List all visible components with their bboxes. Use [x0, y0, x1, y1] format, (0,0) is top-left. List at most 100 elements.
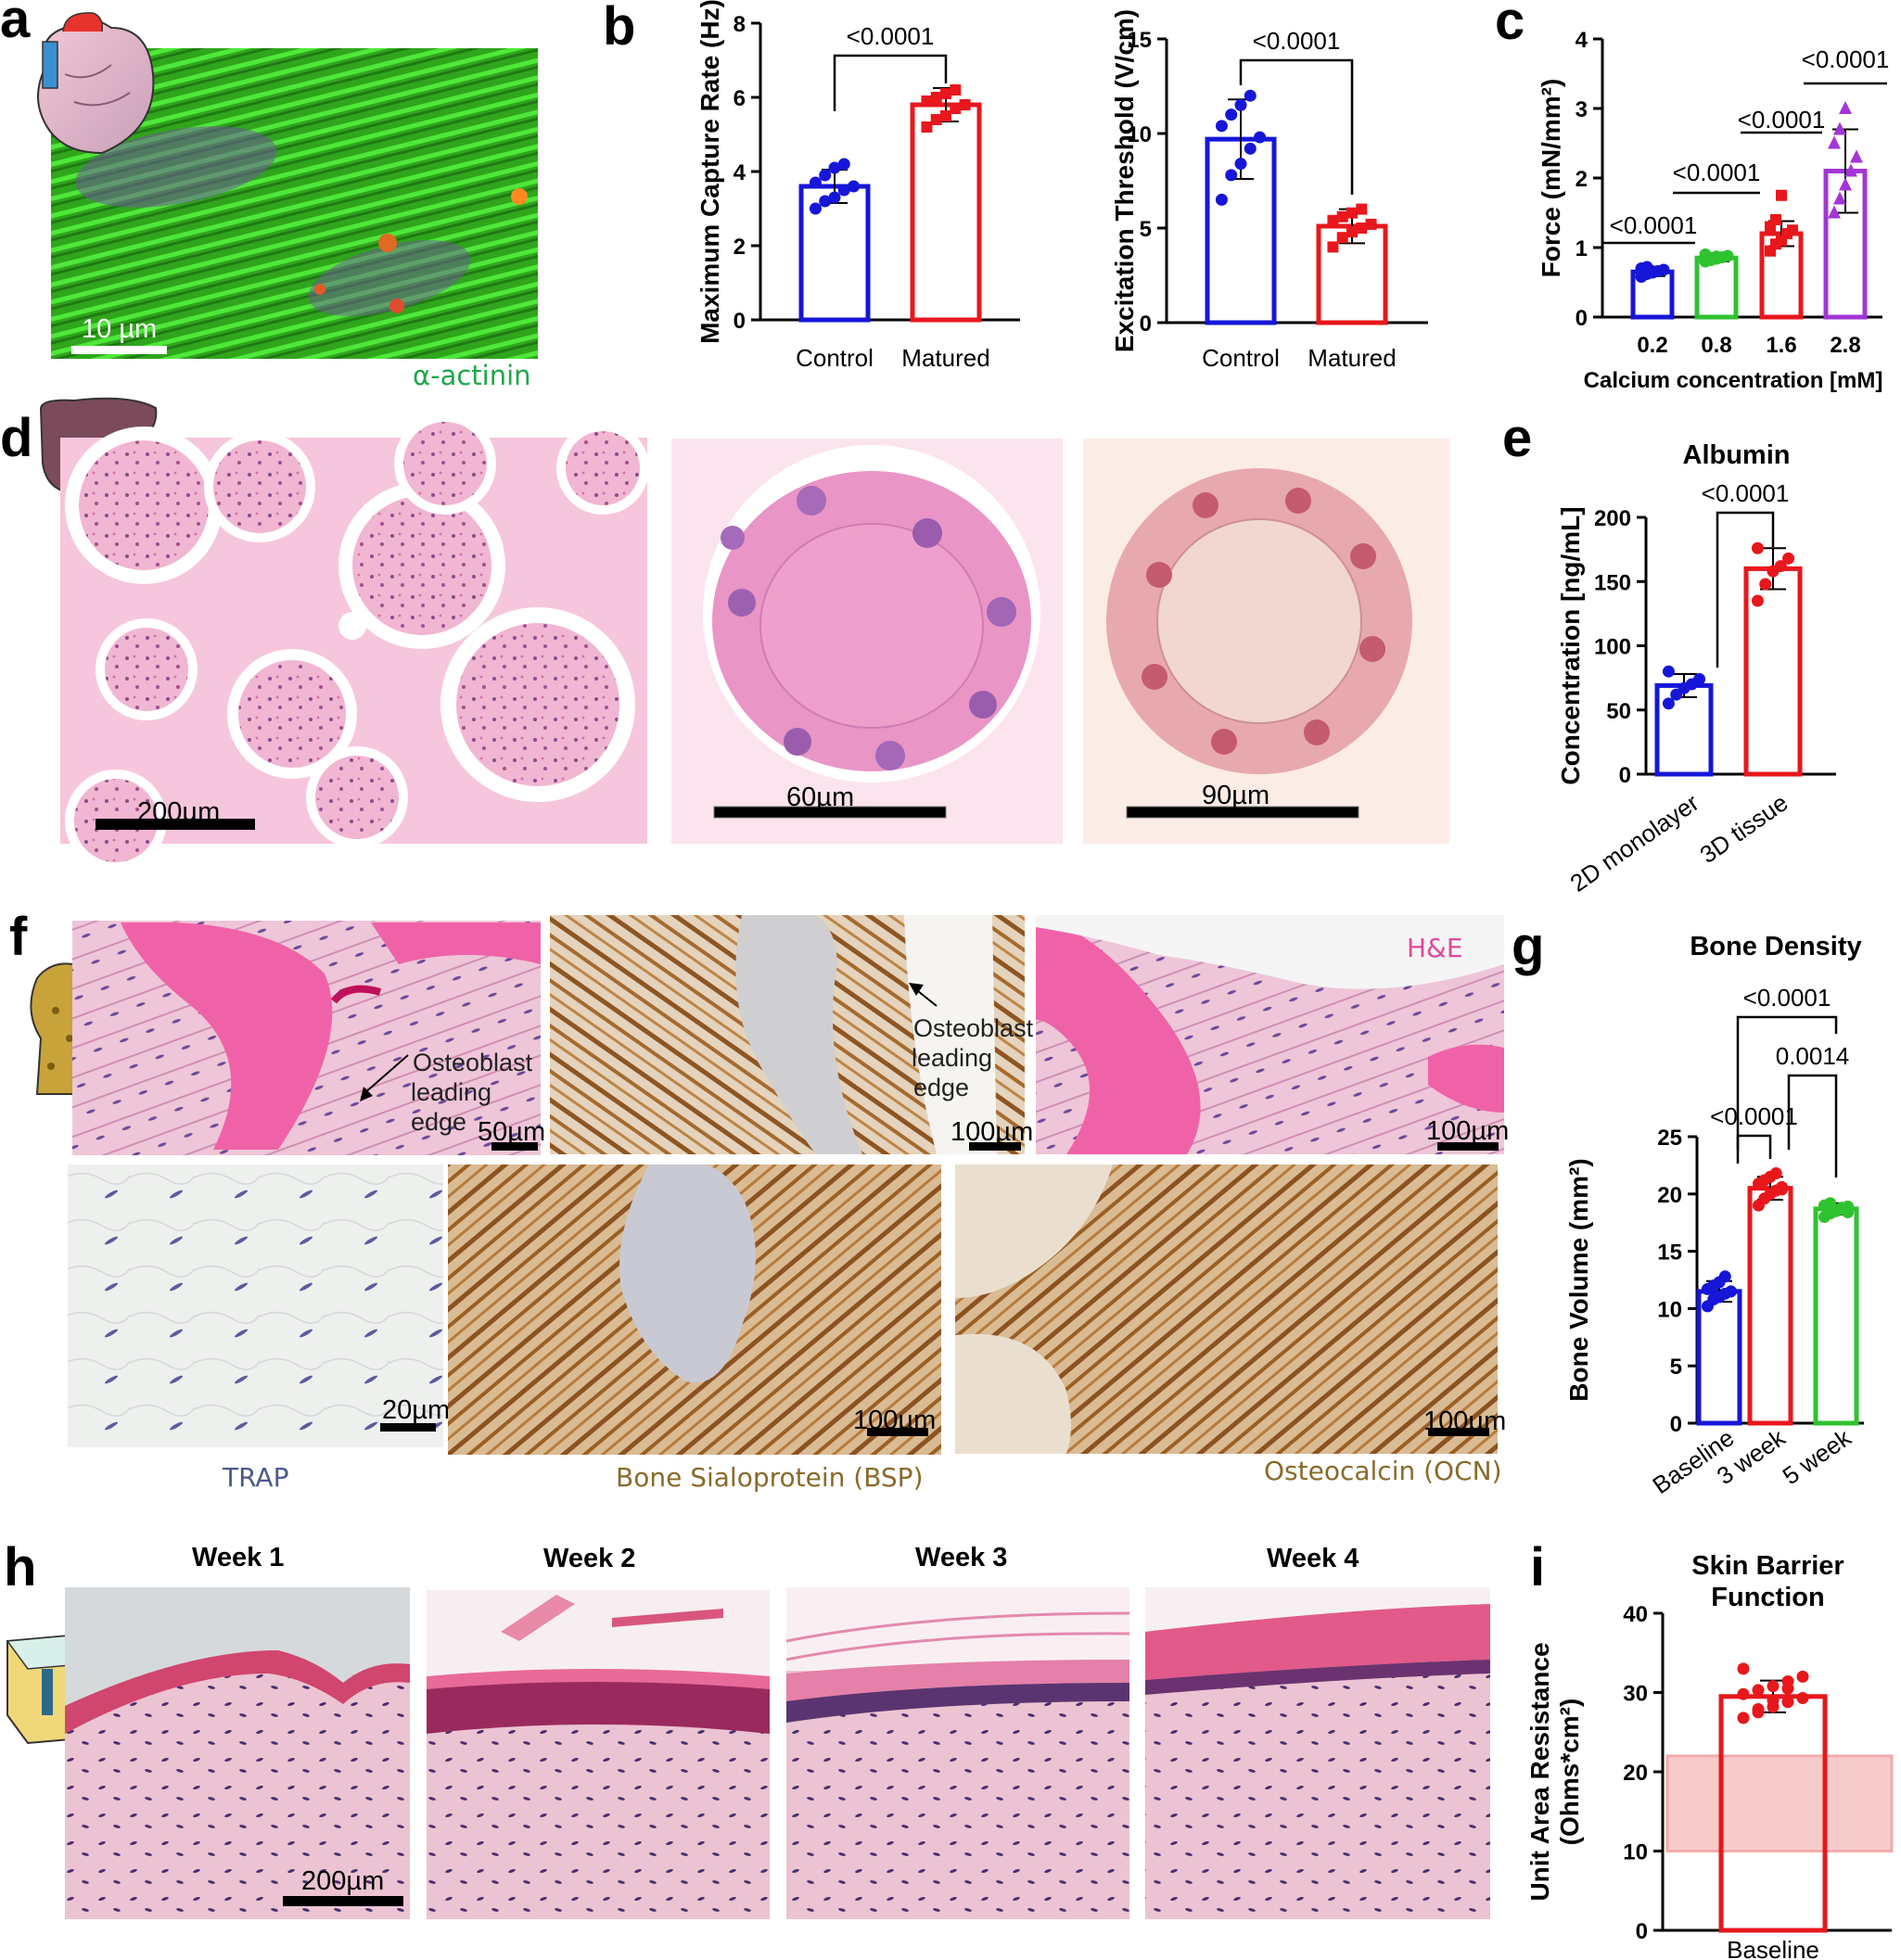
data-point: [1646, 265, 1659, 277]
data-point: [1774, 560, 1787, 573]
annotation-f2-line1: Osteoblast: [913, 1014, 1034, 1042]
scalebar-d1-label: 200µm: [137, 797, 220, 827]
y-tick-label: 8: [734, 12, 746, 37]
data-point: [1718, 1270, 1731, 1283]
y-axis-label: Force (mN/mm²): [1537, 79, 1565, 278]
y-tick-label: 10: [1623, 1840, 1648, 1865]
significance-bracket: [1787, 1074, 1838, 1177]
annotation-f1-line1: Osteoblast: [413, 1049, 533, 1076]
panel-d-image-3: [1083, 439, 1449, 844]
y-tick-label: 10: [1127, 122, 1152, 147]
data-point: [1776, 1183, 1789, 1196]
panel-f-image-trap: [68, 1165, 443, 1447]
y-tick-label: 0: [1576, 306, 1588, 331]
y-tick-label: 0: [1670, 1412, 1682, 1437]
scalebar-f4: [380, 1423, 436, 1432]
category-label: 0.8: [1701, 333, 1731, 358]
scalebar-f3: [1437, 1142, 1499, 1151]
scalebar-f5: [867, 1428, 928, 1436]
scalebar-d1: [96, 819, 255, 830]
data-point: [1781, 1682, 1794, 1695]
category-label: Matured: [901, 344, 989, 372]
data-point: [940, 88, 951, 99]
y-tick-label: 40: [1623, 1602, 1648, 1627]
data-point: [819, 195, 832, 208]
panel-h-image-week-1: [65, 1587, 410, 1919]
annotation-f2-line3: edge: [913, 1074, 969, 1101]
significance-bracket: [1239, 58, 1354, 195]
y-axis-label: (Ohms*cm²): [1555, 1699, 1584, 1846]
bar-3-week: [1747, 1186, 1793, 1426]
category-label: 1.6: [1766, 333, 1796, 358]
panel-a-micrograph: [51, 48, 538, 359]
y-tick-label: 20: [1623, 1761, 1648, 1786]
data-point: [1737, 1712, 1750, 1725]
y-tick-label: 2: [734, 235, 746, 260]
y-tick-label: 200: [1594, 506, 1631, 531]
data-point: [1365, 218, 1377, 230]
data-point: [930, 114, 942, 125]
data-point: [1759, 578, 1772, 591]
data-point: [1356, 203, 1368, 215]
scalebar-a-label: 10 µm: [82, 314, 157, 344]
scalebar-f4-label: 20µm: [382, 1395, 450, 1425]
stain-label-alpha-actinin: α-actinin: [413, 360, 531, 391]
data-point: [1842, 1206, 1855, 1219]
data-point: [1244, 142, 1257, 155]
scalebar-d2-label: 60µm: [786, 783, 854, 812]
scalebar-a: [71, 346, 167, 354]
data-point: [828, 191, 841, 204]
data-point: [828, 161, 841, 174]
data-point: [1844, 163, 1857, 177]
p-value-label: <0.0001: [847, 22, 935, 50]
week-2-title: Week 2: [543, 1544, 635, 1573]
caption-ocn: Osteocalcin (OCN): [1264, 1456, 1502, 1486]
data-point: [930, 92, 942, 103]
data-point: [940, 110, 951, 121]
p-value-label: <0.0001: [1610, 211, 1698, 239]
chart-b2: 0 5 10 15 Control Matured Excitation Threshold…: [1110, 9, 1428, 372]
scalebar-f6-label: 100µm: [1423, 1406, 1506, 1436]
p-value-label: <0.0001: [1702, 479, 1790, 507]
y-tick-label: 4: [734, 160, 746, 185]
data-point: [809, 176, 822, 189]
y-axis-label: Concentration [ng/mL]: [1556, 506, 1585, 784]
scalebar-d2: [713, 806, 947, 819]
p-value-label: <0.0001: [1743, 984, 1831, 1012]
data-point: [837, 158, 850, 171]
y-axis-label: Maximum Capture Rate (Hz): [695, 0, 724, 344]
scalebar-h: [283, 1896, 403, 1906]
significance-bracket: [1736, 1015, 1838, 1150]
panel-label-i: i: [1530, 1537, 1545, 1597]
scalebar-f1: [491, 1142, 538, 1151]
data-point: [1787, 224, 1798, 236]
data-point: [1244, 89, 1257, 102]
heart-icon: [37, 12, 155, 155]
caption-bsp: Bone Sialoprotein (BSP): [616, 1462, 924, 1493]
category-label: Control: [796, 344, 874, 372]
chart-title: Bone Density: [1690, 932, 1861, 961]
panel-d-image-2: [671, 439, 1063, 844]
annotation-f1-line2: leading: [411, 1078, 491, 1106]
annotation-f1-arrow: [363, 1054, 409, 1095]
week-1-title: Week 1: [192, 1543, 284, 1572]
annotation-f2-line2: leading: [912, 1044, 992, 1072]
significance-bracket: [1736, 1134, 1772, 1164]
data-point: [1225, 108, 1238, 121]
panel-d-image-1: [60, 413, 649, 872]
scalebar-f6: [1428, 1428, 1489, 1436]
y-tick-label: 3: [1576, 97, 1588, 122]
data-point: [1657, 263, 1670, 276]
data-point: [1839, 101, 1852, 114]
y-axis-label: Unit Area Resistance: [1525, 1642, 1554, 1901]
scalebar-f3-label: 100µm: [1426, 1116, 1509, 1146]
annotation-f1-arrowhead: [360, 1087, 373, 1101]
y-tick-label: 0: [1636, 1919, 1648, 1944]
panel-label-c: c: [1495, 0, 1525, 51]
week-3-title: Week 3: [915, 1543, 1007, 1572]
y-tick-label: 1: [1576, 236, 1588, 261]
bar-5-week: [1813, 1206, 1859, 1426]
significance-bracket: [833, 54, 948, 111]
